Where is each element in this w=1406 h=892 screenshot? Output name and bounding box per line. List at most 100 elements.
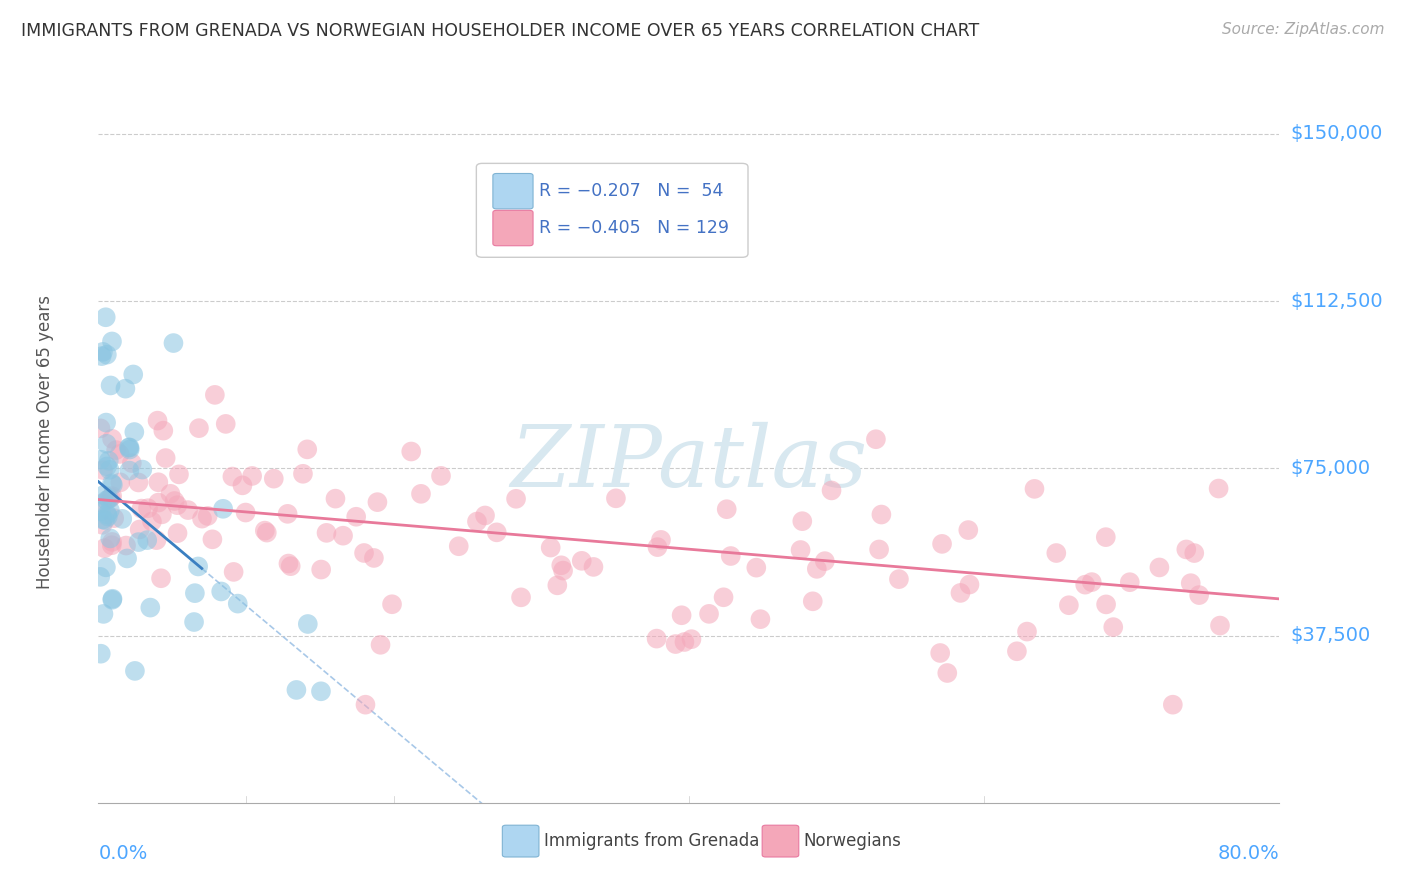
Point xyxy=(959,577,981,591)
Text: ZIPatlas: ZIPatlas xyxy=(510,422,868,505)
Point xyxy=(253,524,276,538)
Point xyxy=(97,509,120,524)
Point xyxy=(148,495,170,509)
Point xyxy=(105,443,128,458)
Point xyxy=(177,503,200,517)
Text: R = −0.405   N = 129: R = −0.405 N = 129 xyxy=(538,219,728,237)
Point xyxy=(96,348,118,362)
Text: $112,500: $112,500 xyxy=(1291,292,1384,310)
Point xyxy=(128,523,150,537)
Point xyxy=(1094,530,1116,544)
Point xyxy=(221,469,243,483)
Point xyxy=(957,523,980,537)
Point xyxy=(332,529,354,543)
Point xyxy=(114,382,136,396)
Point xyxy=(806,562,828,576)
Point xyxy=(90,349,112,363)
Point xyxy=(1045,546,1067,560)
Point xyxy=(1102,620,1125,634)
FancyBboxPatch shape xyxy=(502,825,538,857)
Point xyxy=(101,535,124,549)
Point xyxy=(93,488,115,502)
Point xyxy=(90,504,112,518)
Point xyxy=(1095,598,1118,612)
Point xyxy=(645,632,668,646)
Point xyxy=(115,551,138,566)
Point xyxy=(673,635,696,649)
Point xyxy=(789,543,811,558)
Point xyxy=(1209,618,1232,632)
Point xyxy=(647,540,669,554)
Point xyxy=(152,424,174,438)
Point xyxy=(949,586,972,600)
Point xyxy=(111,512,134,526)
Point xyxy=(148,475,170,490)
Point xyxy=(183,615,205,629)
Point xyxy=(166,498,188,512)
Point xyxy=(505,491,527,506)
Point xyxy=(167,467,190,482)
Text: $37,500: $37,500 xyxy=(1291,626,1371,645)
Point xyxy=(187,559,209,574)
Point xyxy=(353,546,375,560)
Point xyxy=(582,560,605,574)
Point xyxy=(370,638,392,652)
Point xyxy=(792,514,814,528)
Point xyxy=(101,334,124,349)
Point xyxy=(124,425,146,439)
Point xyxy=(163,494,186,508)
Point xyxy=(141,515,163,529)
Point xyxy=(97,454,120,468)
Point xyxy=(93,607,115,621)
Point xyxy=(118,441,141,455)
Point xyxy=(91,463,114,477)
Point xyxy=(96,508,118,522)
Point xyxy=(235,506,257,520)
Text: Norwegians: Norwegians xyxy=(803,832,901,850)
Point xyxy=(1080,575,1102,590)
Point xyxy=(664,637,686,651)
Text: 80.0%: 80.0% xyxy=(1218,845,1279,863)
Point xyxy=(222,565,245,579)
Point xyxy=(571,554,593,568)
Point xyxy=(118,441,141,455)
Point xyxy=(101,489,124,503)
Text: $150,000: $150,000 xyxy=(1291,124,1384,144)
Point xyxy=(159,487,181,501)
Point xyxy=(1074,577,1097,591)
Point xyxy=(366,495,388,509)
Point xyxy=(540,541,562,555)
Point xyxy=(127,475,149,490)
Point xyxy=(887,572,910,586)
Point xyxy=(745,560,768,574)
Point xyxy=(474,508,496,523)
Point xyxy=(315,525,337,540)
Point xyxy=(98,463,121,477)
Point xyxy=(100,491,122,505)
Point xyxy=(98,532,121,546)
Point xyxy=(749,612,772,626)
Point xyxy=(285,682,308,697)
Point xyxy=(1015,624,1038,639)
Point xyxy=(231,478,253,492)
Point xyxy=(146,414,169,428)
Point xyxy=(697,607,720,621)
FancyBboxPatch shape xyxy=(494,173,533,209)
Point xyxy=(1182,546,1205,560)
Point xyxy=(1024,482,1046,496)
Point xyxy=(277,557,299,571)
Point xyxy=(277,507,299,521)
Point xyxy=(1057,599,1080,613)
Point xyxy=(215,417,238,431)
Point xyxy=(103,511,125,525)
Point xyxy=(1149,560,1171,574)
Point xyxy=(1180,576,1202,591)
Point xyxy=(297,617,319,632)
Point xyxy=(931,537,953,551)
Point xyxy=(929,646,952,660)
Point xyxy=(820,483,842,498)
Point xyxy=(201,533,224,547)
Point xyxy=(256,525,278,540)
Point xyxy=(551,564,574,578)
Point xyxy=(96,436,118,450)
